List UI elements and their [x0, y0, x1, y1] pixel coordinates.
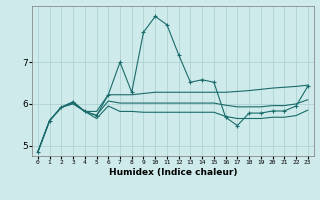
- X-axis label: Humidex (Indice chaleur): Humidex (Indice chaleur): [108, 168, 237, 177]
